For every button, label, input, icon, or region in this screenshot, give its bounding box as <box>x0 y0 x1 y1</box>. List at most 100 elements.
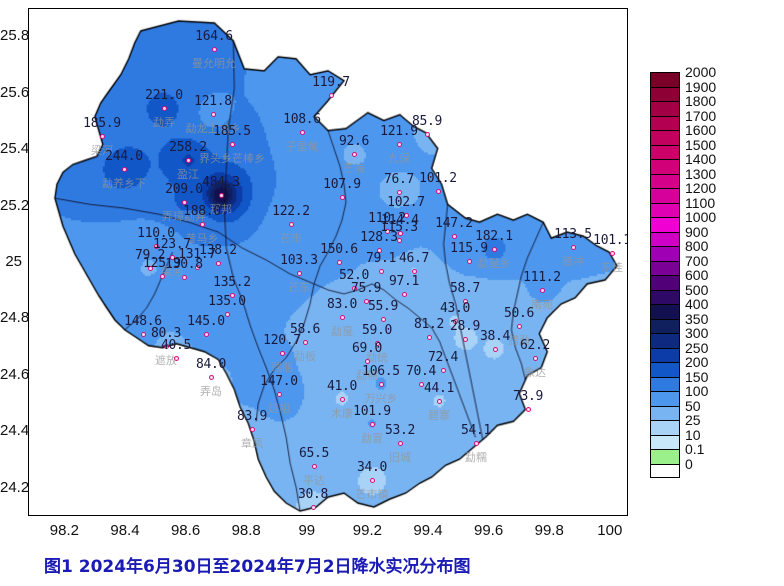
colorbar-band: 0.1 <box>650 441 704 464</box>
station-name-label: 勐戛 <box>331 326 353 338</box>
colorbar-band: 600 <box>650 267 708 290</box>
station-name-label: 腊勐 <box>508 335 530 347</box>
colorbar-tick-label: 300 <box>685 325 709 341</box>
station-value-label: 73.9 <box>512 389 544 404</box>
station-name-label: 遮放 <box>155 355 177 367</box>
station-dot-icon <box>492 346 498 352</box>
station-value-label: 135.0 <box>208 294 246 309</box>
x-tick-label: 99.4 <box>413 522 443 539</box>
station-value-label: 120.7 <box>263 333 301 348</box>
station-value-label: 72.4 <box>427 350 459 365</box>
x-tick-label: 98.6 <box>170 522 201 539</box>
station-value-label: 115.3 <box>380 220 418 235</box>
station-dot-icon <box>364 358 370 364</box>
colorbar-band: 1700 <box>650 108 716 130</box>
station-dot-icon <box>374 340 380 346</box>
station-value-label: 83.0 <box>326 297 358 312</box>
station-value-label: 55.9 <box>367 299 399 314</box>
station-value-label: 110.0 <box>137 226 175 241</box>
station-dot-icon <box>161 105 167 111</box>
station-dot-icon <box>435 188 441 194</box>
station-value-label: 79.1 <box>365 251 397 266</box>
station-dot-icon <box>336 259 342 265</box>
station-name-label: 勐冒 <box>361 433 383 445</box>
y-tick-label: 25.2 <box>0 196 30 214</box>
station-name-label: 木城 <box>302 513 324 515</box>
station-dot-icon <box>299 129 305 135</box>
station-dot-icon <box>339 396 345 402</box>
colorbar-band: 300 <box>650 325 708 348</box>
colorbar-tick-label: 25 <box>685 412 701 428</box>
station-value-label: 65.5 <box>298 446 330 461</box>
station-dot-icon <box>440 367 446 373</box>
colorbar-band: 25 <box>650 412 701 435</box>
station-dot-icon <box>211 46 217 52</box>
station-value-label: 121.8 <box>194 94 232 109</box>
station-value-label: 221.0 <box>145 88 183 103</box>
x-tick-label: 99.2 <box>352 522 382 539</box>
colorbar-tick-label: 400 <box>685 296 709 312</box>
station-value-label: 101.1 <box>593 233 628 248</box>
station-dot-icon <box>452 318 458 324</box>
x-tick-label: 100 <box>597 522 623 539</box>
station-value-label: 53.2 <box>384 423 416 438</box>
station-value-label: 41.0 <box>326 379 358 394</box>
station-value-label: 59.0 <box>361 323 393 338</box>
y-tick-label: 24.4 <box>0 422 30 440</box>
station-value-label: 145.0 <box>187 314 225 329</box>
station-dot-icon <box>229 141 235 147</box>
station-value-label: 484.3 <box>202 175 240 190</box>
station-dot-icon <box>369 421 375 427</box>
station-value-label: 188.0 <box>183 204 221 219</box>
station-value-label: 115.9 <box>450 241 488 256</box>
station-dot-icon <box>288 221 294 227</box>
colorbar-tick-label: 1800 <box>685 93 717 109</box>
station-dot-icon <box>218 192 224 198</box>
colorbar-tick-label: 900 <box>685 223 709 240</box>
y-tick-label: 25 <box>5 253 22 270</box>
station-value-label: 107.9 <box>323 177 361 192</box>
colorbar-tick-label: 800 <box>685 238 709 254</box>
station-value-label: 30.8 <box>297 487 329 502</box>
station-name-label: 盈江 <box>177 169 199 181</box>
station-dot-icon <box>310 504 316 510</box>
station-value-label: 130.8 <box>165 257 203 272</box>
station-dot-icon <box>311 463 317 469</box>
station-value-label: 244.0 <box>105 149 143 164</box>
station-dot-icon <box>194 264 200 270</box>
station-dot-icon <box>396 141 402 147</box>
station-value-label: 147.0 <box>260 374 298 389</box>
station-dot-icon <box>397 230 403 236</box>
station-dot-icon <box>532 355 538 361</box>
station-value-label: 81.2 <box>413 317 445 332</box>
station-name-label: 曼允明允 <box>192 58 236 70</box>
station-value-label: 119.7 <box>312 75 350 90</box>
station-name-label: 勐统 <box>366 352 388 364</box>
y-tick-label: 24.2 <box>0 478 30 496</box>
station-dot-icon <box>296 270 302 276</box>
station-dot-icon <box>570 244 576 250</box>
x-tick-label: 98.2 <box>49 522 79 539</box>
station-name-label: 九保 <box>388 153 410 165</box>
station-value-label: 38.4 <box>479 329 511 344</box>
colorbar-tick-label: 10 <box>685 426 701 443</box>
precipitation-contour-canvas <box>29 9 627 515</box>
station-value-label: 209.0 <box>165 182 203 197</box>
station-value-label: 111.2 <box>523 270 561 285</box>
colorbar-tick-label: 1500 <box>685 136 717 153</box>
colorbar-tick-label: 1400 <box>685 151 717 167</box>
station-name-label: 勐养乡下 <box>102 178 146 190</box>
station-dot-icon <box>525 406 531 412</box>
station-dot-icon <box>159 273 165 279</box>
station-value-label: 58.6 <box>289 322 321 337</box>
station-dot-icon <box>384 228 390 234</box>
colorbar-band: 1100 <box>650 195 715 217</box>
station-dot-icon <box>516 323 522 329</box>
station-dot-icon <box>473 440 479 446</box>
station-value-label: 148.6 <box>124 314 162 329</box>
station-value-label: 70.4 <box>405 364 437 379</box>
station-value-label: 101.2 <box>419 171 457 186</box>
station-dot-icon <box>378 268 384 274</box>
station-name-label: 勐弄 <box>153 117 175 129</box>
precipitation-colorbar-legend: 2000 1900 1800 1700 1600 1500 1400 1300 1200 1100… <box>650 64 716 478</box>
